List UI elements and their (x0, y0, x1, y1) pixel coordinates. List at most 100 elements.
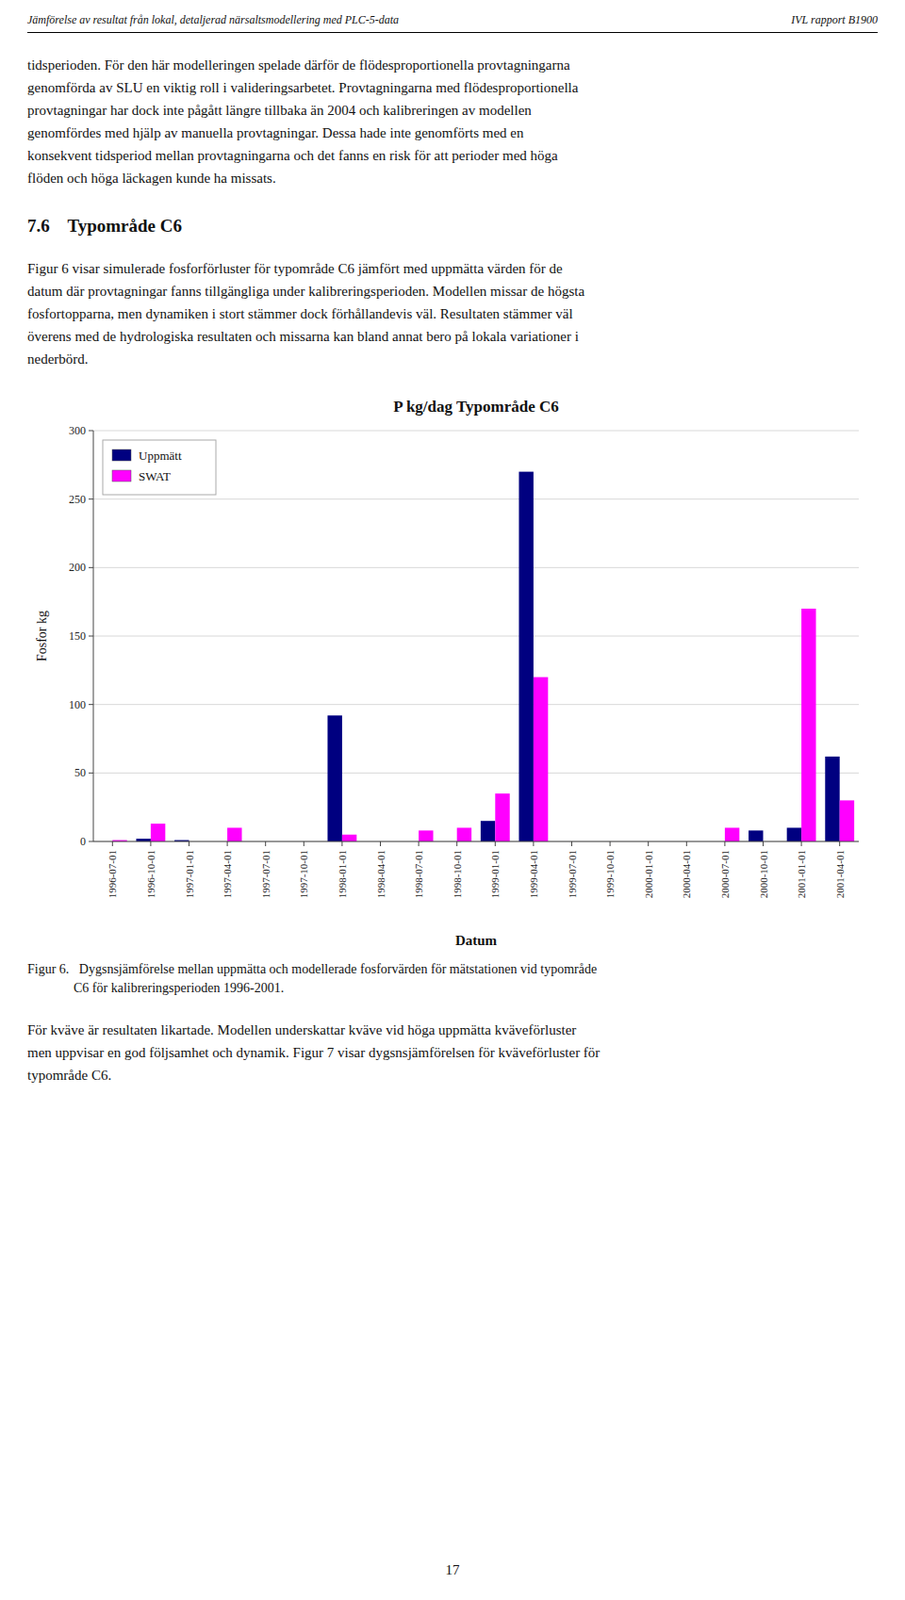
bar (227, 827, 242, 842)
x-tick-label: 1999-04-01 (527, 850, 540, 899)
y-tick-label: 300 (68, 424, 86, 438)
bar (494, 793, 510, 842)
y-tick (88, 704, 94, 706)
text-line: konsekvent tidsperiod mellan provtagning… (27, 144, 878, 167)
legend-label: SWAT (138, 469, 171, 484)
bar (824, 756, 840, 842)
x-tick (112, 841, 114, 847)
x-tick-label: 2001-01-01 (795, 850, 807, 899)
y-axis-label: Fosfor kg (34, 610, 50, 662)
x-tick (494, 841, 496, 847)
x-axis-line (93, 841, 859, 843)
text-line: provtagningar har dock inte pågått längr… (27, 98, 878, 122)
text-line: Figur 6 visar simulerade fosforförluster… (27, 257, 878, 280)
y-tick (88, 498, 94, 500)
x-tick (762, 841, 764, 847)
text-line: genomfördes med hjälp av manuella provta… (27, 121, 878, 145)
x-axis-label: Datum (455, 933, 498, 949)
grid-line (93, 773, 859, 774)
text-line: tidsperioden. För den här modelleringen … (27, 53, 878, 77)
section-title: 7.6 Typområde C6 (27, 215, 878, 237)
legend-swatch (112, 470, 132, 482)
grid-line (93, 567, 859, 569)
x-tick (303, 841, 305, 847)
x-tick-label: 2001-04-01 (834, 850, 846, 899)
paragraph: Figur 6 visar simulerade fosforförluster… (27, 257, 878, 371)
grid-line (93, 636, 859, 638)
header-left: Jämförelse av resultat från lokal, detal… (27, 13, 399, 28)
x-tick-label: 2000-07-01 (719, 850, 731, 899)
x-tick-label: 1996-07-01 (106, 850, 118, 899)
bar-chart: P kg/dag Typområde C60501001502002503001… (27, 389, 878, 955)
x-tick (341, 841, 343, 847)
x-tick-label: 1999-07-01 (566, 850, 578, 899)
grid-line (93, 704, 859, 706)
bar (457, 827, 472, 842)
x-tick (686, 841, 688, 847)
bar (480, 821, 495, 842)
y-tick-label: 200 (68, 560, 86, 575)
x-tick (418, 841, 420, 847)
x-tick-label: 1998-01-01 (336, 850, 348, 899)
text-line: genomförda av SLU en viktig roll i valid… (27, 76, 878, 99)
text-line: men uppvisar en god följsamhet och dynam… (27, 1041, 878, 1065)
x-tick-label: 2000-01-01 (642, 850, 655, 899)
bar (342, 835, 357, 842)
text-line: datum där provtagningar fanns tillgängli… (27, 279, 878, 303)
x-tick (188, 841, 190, 847)
x-tick-label: 1999-01-01 (489, 850, 501, 899)
grid-line (93, 841, 859, 843)
x-tick-label: 2000-10-01 (757, 850, 770, 899)
x-tick (149, 841, 151, 847)
page: Jämförelse av resultat från lokal, detal… (27, 13, 878, 1087)
y-tick-label: 50 (74, 766, 86, 780)
paragraph: För kväve är resultaten likartade. Model… (27, 1019, 878, 1087)
paragraph: tidsperioden. För den här modelleringen … (27, 53, 878, 190)
grid-line (93, 498, 859, 500)
x-tick (571, 841, 573, 847)
bar (748, 830, 763, 842)
legend-swatch (112, 449, 132, 461)
x-tick-label: 1997-01-01 (183, 850, 196, 899)
text-line: flöden och höga läckagen kunde ha missat… (27, 166, 878, 190)
x-tick (724, 841, 725, 847)
bar (801, 608, 816, 842)
bars (112, 472, 855, 842)
grid-line (93, 430, 859, 432)
x-tick-label: 1997-04-01 (221, 850, 233, 899)
x-tick (379, 841, 381, 847)
bar (787, 827, 802, 842)
y-tick (88, 841, 94, 843)
x-tick (609, 841, 611, 847)
bar (418, 830, 433, 842)
x-tick-label: 1997-10-01 (297, 850, 310, 899)
y-tick (88, 773, 94, 774)
x-tick (647, 841, 649, 847)
y-tick-label: 100 (68, 698, 86, 712)
y-axis-line (93, 430, 95, 842)
bar (533, 677, 548, 842)
x-tick-label: 2000-04-01 (680, 850, 692, 899)
x-tick (532, 841, 534, 847)
y-tick (88, 567, 94, 569)
page-number: 17 (0, 1563, 905, 1580)
x-tick (456, 841, 458, 847)
chart-title: P kg/dag Typområde C6 (393, 397, 560, 416)
y-tick (88, 430, 94, 432)
x-tick (801, 841, 803, 847)
text-line: C6 för kalibreringsperioden 1996-2001. (27, 979, 878, 999)
x-tick-label: 1998-10-01 (451, 850, 463, 899)
bar (150, 823, 165, 842)
text-line: överens med de hydrologiska resultaten o… (27, 325, 878, 348)
x-tick (264, 841, 266, 847)
x-tick-label: 1998-07-01 (412, 850, 425, 899)
legend-box (102, 440, 216, 495)
x-tick-label: 1998-04-01 (375, 850, 387, 899)
bar (724, 827, 740, 842)
y-tick-label: 250 (68, 493, 86, 507)
y-tick-label: 0 (80, 835, 86, 849)
x-tick-label: 1999-10-01 (604, 850, 616, 899)
figure-caption: Figur 6. Dygsnsjämförelse mellan uppmätt… (27, 960, 878, 999)
bar (839, 800, 855, 842)
text-line: Figur 6. Dygsnsjämförelse mellan uppmätt… (27, 960, 878, 980)
